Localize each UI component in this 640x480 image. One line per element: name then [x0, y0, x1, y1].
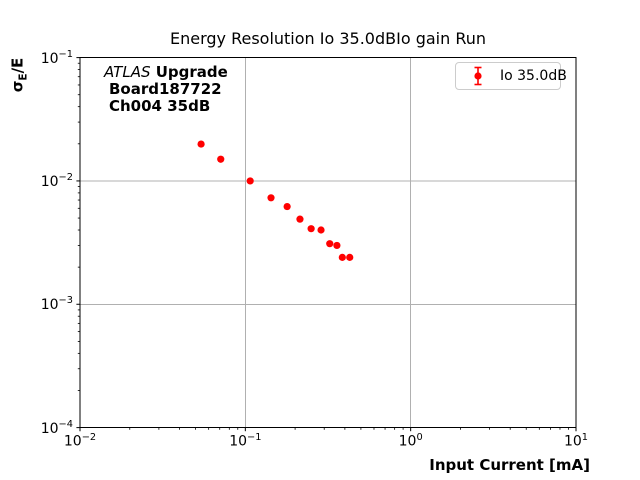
data-point: [338, 253, 346, 261]
data-point: [246, 177, 254, 185]
annotation-line-2: Board187722: [109, 80, 222, 98]
axes-spine: [79, 56, 577, 429]
data-point: [296, 215, 304, 223]
chart-title: Energy Resolution Io 35.0dBIo gain Run: [169, 29, 487, 48]
data-point: [217, 155, 225, 163]
upgrade-label: Upgrade: [155, 63, 228, 81]
data-point: [197, 140, 205, 148]
legend-label: Io 35.0dB: [500, 68, 567, 84]
data-point: [307, 225, 315, 233]
data-point: [346, 253, 354, 261]
x-axis-label: Input Current [mA]: [429, 456, 590, 474]
data-point: [317, 226, 325, 234]
data-point: [333, 241, 341, 250]
annotation-block: ATLAS Upgrade Board187722 Ch004 35dB: [104, 64, 228, 115]
annotation-line-3: Ch004 35dB: [109, 97, 211, 115]
data-point: [326, 240, 334, 248]
atlas-label: ATLAS: [104, 63, 151, 81]
errorbar-marker-icon: [474, 66, 482, 86]
annotation-line-1: ATLAS Upgrade: [104, 64, 228, 81]
y-axis-label: σE/E: [8, 57, 30, 93]
legend-box: Io 35.0dB: [455, 62, 567, 90]
data-point: [267, 194, 275, 202]
data-point: [283, 202, 291, 211]
